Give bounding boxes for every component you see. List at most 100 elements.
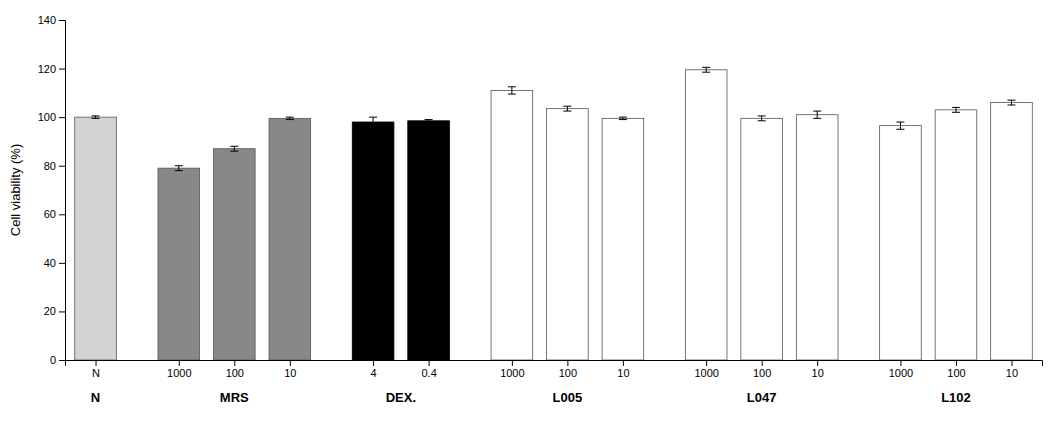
error-bar (896, 122, 904, 129)
error-bar (175, 166, 183, 171)
y-tick-mark (59, 311, 65, 312)
error-bar (702, 67, 710, 72)
x-tick-mark (290, 360, 291, 366)
y-tick-label: 100 (38, 111, 56, 123)
x-tick: 10 (284, 360, 296, 379)
bar (991, 103, 1033, 360)
x-tick-label: 0.4 (421, 367, 436, 379)
x-tick-label: 1000 (694, 367, 718, 379)
y-tick-label: 40 (44, 257, 56, 269)
bar (741, 118, 783, 360)
y-tick: 120 (38, 63, 65, 75)
x-tick: 1000 (889, 360, 913, 379)
bar (935, 110, 977, 360)
x-tick-label: 100 (559, 367, 577, 379)
x-tick-mark (96, 360, 97, 366)
x-tick-mark (1011, 360, 1012, 366)
x-tick-label: 1000 (167, 367, 191, 379)
x-tick: 10 (1006, 360, 1018, 379)
y-tick: 80 (44, 160, 65, 172)
x-tick-mark (429, 360, 430, 366)
x-tick: 100 (753, 360, 771, 379)
error-bar (286, 117, 294, 119)
x-tick: 1000 (694, 360, 718, 379)
x-tick-mark (817, 360, 818, 366)
x-tick: 10 (812, 360, 824, 379)
y-tick-mark (59, 166, 65, 167)
x-tick: 100 (947, 360, 965, 379)
x-tick-label: 10 (284, 367, 296, 379)
x-tick-label: 1000 (889, 367, 913, 379)
error-bar (758, 116, 766, 121)
bar (796, 115, 838, 360)
y-tick-mark (59, 117, 65, 118)
bar (491, 90, 533, 360)
y-tick-label: 20 (44, 305, 56, 317)
error-bar (952, 107, 960, 112)
x-tick-mark (706, 360, 707, 366)
x-tick-mark (900, 360, 901, 366)
x-tick: N (92, 360, 100, 379)
error-bar (813, 111, 821, 118)
error-bar (369, 117, 377, 127)
chart: N10001001040.410001001010001001010001001… (0, 0, 1062, 430)
y-tick-mark (59, 20, 65, 21)
bar (75, 117, 117, 360)
bar (158, 168, 200, 360)
x-tick-label: 4 (371, 367, 377, 379)
error-bar (230, 146, 238, 151)
group-label: N (91, 390, 100, 405)
x-tick-label: 10 (812, 367, 824, 379)
x-tick: 0.4 (421, 360, 436, 379)
x-tick-mark (512, 360, 513, 366)
y-tick: 20 (44, 305, 65, 317)
y-axis: 0 20 40 60 80 100 120 140 (38, 14, 66, 366)
y-tick: 140 (38, 14, 65, 26)
x-tick: 1000 (500, 360, 524, 379)
y-tick-label: 140 (38, 14, 56, 26)
y-tick-label: 120 (38, 63, 56, 75)
y-tick: 0 (50, 354, 65, 366)
x-tick-label: 1000 (500, 367, 524, 379)
x-tick: 100 (559, 360, 577, 379)
error-bar (1007, 100, 1015, 105)
bar (602, 118, 644, 360)
x-tick-mark (762, 360, 763, 366)
x-tick-mark (567, 360, 568, 366)
error-bar (92, 116, 100, 118)
error-bar (563, 106, 571, 111)
x-tick-mark (956, 360, 957, 366)
group-label: L005 (553, 390, 583, 405)
x-tick-mark (179, 360, 180, 366)
error-bar (508, 87, 516, 94)
y-tick-mark (59, 69, 65, 70)
y-tick: 60 (44, 208, 65, 220)
axis-line (59, 21, 66, 361)
axis-line (66, 361, 1043, 367)
x-tick: 4 (371, 360, 377, 379)
group-labels: NMRSDEX.L005L047L102 (91, 390, 971, 405)
bar (547, 109, 589, 360)
y-axis-title: Cell viability (%) (8, 144, 23, 236)
group-label: DEX. (386, 390, 416, 405)
bar (352, 122, 394, 360)
x-tick-label: 10 (617, 367, 629, 379)
x-tick-mark (234, 360, 235, 366)
y-tick: 40 (44, 257, 65, 269)
bar (269, 118, 311, 360)
x-tick: 10 (617, 360, 629, 379)
x-tick: 1000 (167, 360, 191, 379)
x-tick-mark (623, 360, 624, 366)
error-bar (619, 117, 627, 119)
y-tick-mark (59, 360, 65, 361)
group-label: L102 (941, 390, 971, 405)
x-axis: N 1000 100 10 4 0.4 1000 100 10 1000 100 10 1000 100 1… (66, 360, 1043, 379)
bar (685, 70, 727, 360)
group-label: L047 (747, 390, 777, 405)
x-tick-mark (373, 360, 374, 366)
x-tick-label: 100 (947, 367, 965, 379)
bars (75, 67, 1033, 360)
x-tick-label: 10 (1006, 367, 1018, 379)
x-tick: 100 (226, 360, 244, 379)
plot: N10001001040.410001001010001001010001001… (8, 14, 1043, 405)
